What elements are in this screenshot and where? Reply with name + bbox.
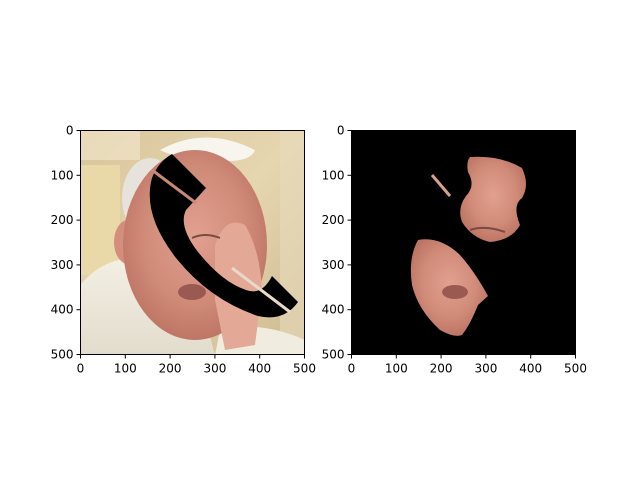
right-x-tick-label: 400 xyxy=(519,362,542,376)
left-y-axis: 0 100 200 300 400 500 xyxy=(51,124,81,362)
right-x-tick-label: 0 xyxy=(348,362,356,376)
left-x-axis: 0 100 200 300 400 500 xyxy=(77,354,316,376)
left-x-tick-label: 500 xyxy=(293,362,316,376)
right-y-tick-label: 300 xyxy=(322,258,345,272)
right-x-axis: 0 100 200 300 400 500 xyxy=(348,354,587,376)
left-x-tick-label: 200 xyxy=(159,362,182,376)
left-x-tick-label: 300 xyxy=(203,362,226,376)
left-x-tick-label: 0 xyxy=(77,362,85,376)
left-x-tick-label: 400 xyxy=(248,362,271,376)
left-image-panel: 0 100 200 300 400 500 0 100 200 300 400 500 xyxy=(51,124,316,376)
left-y-tick-label: 500 xyxy=(51,348,74,362)
left-y-tick-label: 400 xyxy=(51,303,74,317)
right-y-tick-label: 0 xyxy=(337,124,345,138)
right-x-tick-label: 500 xyxy=(564,362,587,376)
right-x-tick-label: 300 xyxy=(474,362,497,376)
left-axes-frame xyxy=(80,130,305,355)
right-y-tick-label: 100 xyxy=(322,168,345,182)
left-photo xyxy=(80,130,305,355)
right-photo xyxy=(351,130,576,355)
left-y-tick-label: 100 xyxy=(51,168,74,182)
right-image-panel: 0 100 200 300 400 500 0 100 200 300 400 500 xyxy=(322,124,587,376)
right-axes-frame xyxy=(351,130,576,355)
right-y-tick-label: 200 xyxy=(322,213,345,227)
right-x-tick-label: 200 xyxy=(430,362,453,376)
left-y-tick-label: 200 xyxy=(51,213,74,227)
right-y-tick-label: 400 xyxy=(322,303,345,317)
right-y-axis: 0 100 200 300 400 500 xyxy=(322,124,352,362)
left-y-tick-label: 0 xyxy=(66,124,74,138)
right-y-tick-label: 500 xyxy=(322,348,345,362)
left-y-tick-label: 300 xyxy=(51,258,74,272)
right-x-tick-label: 100 xyxy=(385,362,408,376)
left-x-tick-label: 100 xyxy=(114,362,137,376)
